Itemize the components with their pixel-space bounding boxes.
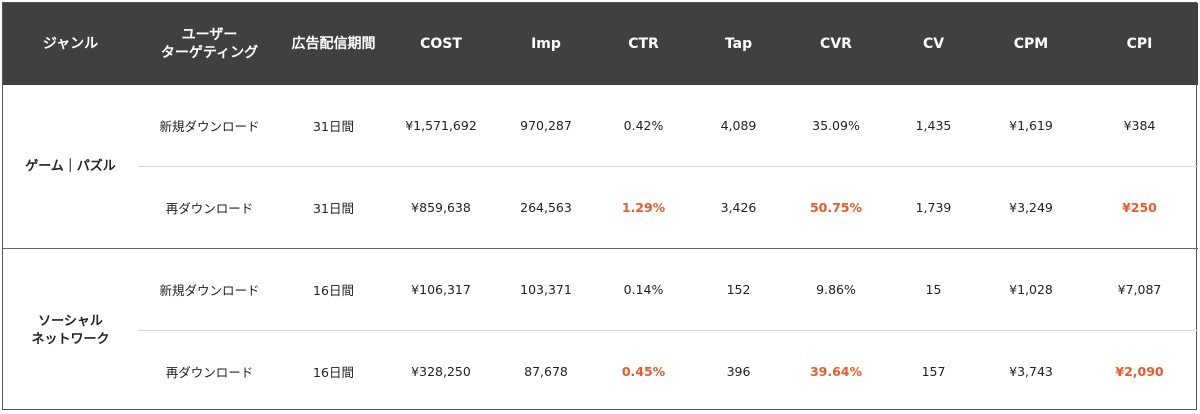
header-cpm: CPM <box>1013 36 1049 52</box>
cpm-cell: ¥3,743 <box>981 330 1081 412</box>
cpm-cell: ¥1,028 <box>981 248 1081 331</box>
cpi-cell: ¥384 <box>1123 118 1156 133</box>
table-body: ゲーム｜パズル 新規ダウンロード 31日間 ¥1,571,692 970,287… <box>3 85 1198 412</box>
cvr-cell: 9.86% <box>786 248 886 331</box>
genre-line2: ネットワーク <box>31 331 110 347</box>
targeting-cell: 再ダウンロード <box>138 166 281 249</box>
period-cell: 16日間 <box>281 248 386 331</box>
cost-cell: ¥106,317 <box>386 248 496 331</box>
cvr-cell-highlight: 50.75% <box>786 166 886 249</box>
imp-cell: 264,563 <box>496 166 596 249</box>
genre-cell: ゲーム｜パズル <box>25 158 116 174</box>
imp-cell: 103,371 <box>496 248 596 331</box>
header-cv: CV <box>922 36 945 52</box>
table-row: ソーシャル ネットワーク 新規ダウンロード 16日間 ¥106,317 103,… <box>3 248 1198 412</box>
cpm-cell: ¥1,619 <box>1009 118 1053 133</box>
table-row: 再ダウンロード 31日間 ¥859,638 264,563 1.29% 3,42… <box>3 166 1198 249</box>
tap-cell: 396 <box>691 330 786 412</box>
period-cell: 31日間 <box>281 166 386 249</box>
genre-line1: ソーシャル <box>38 313 103 329</box>
header-genre: ジャンル <box>42 36 99 52</box>
cvr-cell: 35.09% <box>812 118 860 133</box>
header-cvr: CVR <box>820 36 852 52</box>
header-cpi: CPI <box>1126 36 1153 52</box>
ctr-cell-highlight: 0.45% <box>596 330 691 412</box>
cv-cell: 15 <box>886 248 981 331</box>
cvr-cell-highlight: 39.64% <box>786 330 886 412</box>
cost-cell: ¥328,250 <box>386 330 496 412</box>
table-row: 再ダウンロード 16日間 ¥328,250 87,678 0.45% 396 3… <box>3 330 1198 412</box>
period-cell: 31日間 <box>313 119 354 134</box>
cpi-cell: ¥7,087 <box>1081 248 1198 331</box>
imp-cell: 87,678 <box>496 330 596 412</box>
table-row: ゲーム｜パズル 新規ダウンロード 31日間 ¥1,571,692 970,287… <box>3 85 1198 174</box>
ctr-cell: 0.42% <box>623 118 664 133</box>
table-header: ジャンル ユーザー ターゲティング 広告配信期間 COST Imp CTR Ta… <box>3 3 1198 85</box>
cv-cell: 1,435 <box>915 118 952 133</box>
header-period: 広告配信期間 <box>291 36 376 52</box>
header-cost: COST <box>420 36 462 52</box>
period-cell: 16日間 <box>281 330 386 412</box>
ctr-cell: 0.14% <box>596 248 691 331</box>
cv-cell: 1,739 <box>886 166 981 249</box>
header-imp: Imp <box>531 36 561 52</box>
tap-cell: 3,426 <box>691 166 786 249</box>
header-tap: Tap <box>724 36 753 52</box>
cost-cell: ¥859,638 <box>386 166 496 249</box>
data-table: ジャンル ユーザー ターゲティング 広告配信期間 COST Imp CTR Ta… <box>3 3 1198 412</box>
cv-cell: 157 <box>886 330 981 412</box>
tap-cell: 4,089 <box>720 118 757 133</box>
header-targeting-line2: ターゲティング <box>160 45 259 61</box>
cost-cell: ¥1,571,692 <box>405 118 477 133</box>
header-targeting-line1: ユーザー <box>181 27 238 43</box>
ctr-cell-highlight: 1.29% <box>596 166 691 249</box>
header-targeting: ユーザー ターゲティング <box>138 3 281 85</box>
cpi-cell-highlight: ¥2,090 <box>1081 330 1198 412</box>
imp-cell: 970,287 <box>520 118 572 133</box>
targeting-cell: 新規ダウンロード <box>138 248 281 331</box>
targeting-cell: 再ダウンロード <box>138 330 281 412</box>
cpm-cell: ¥3,249 <box>981 166 1081 249</box>
targeting-cell: 新規ダウンロード <box>159 119 260 134</box>
cpi-cell-highlight: ¥250 <box>1081 166 1198 249</box>
tap-cell: 152 <box>691 248 786 331</box>
header-ctr: CTR <box>628 36 659 52</box>
genre-cell: ソーシャル ネットワーク <box>3 248 138 412</box>
